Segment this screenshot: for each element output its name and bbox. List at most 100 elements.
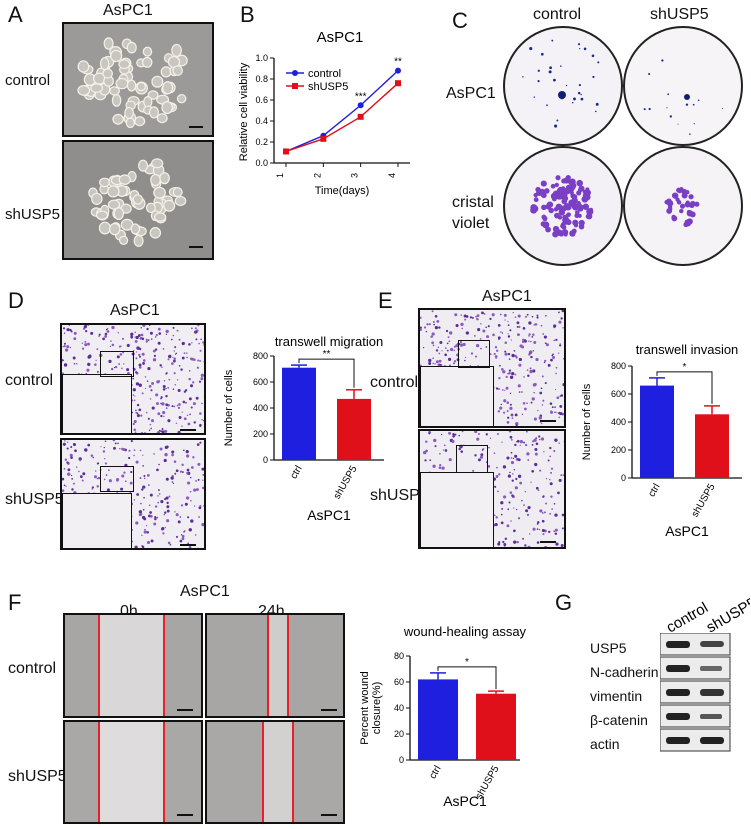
chart-b-point-shUSP5-1 (320, 135, 327, 142)
wound-f-control-24h (205, 613, 345, 718)
chartE-xtick-1: shUSP5 (690, 482, 718, 520)
panel-f-row-shusp5: shUSP5 (8, 768, 67, 785)
chartD-ytick-0: 0 (263, 455, 268, 465)
chartD-ytick-4: 800 (253, 351, 268, 361)
panel-c-row-cristal: cristal (452, 194, 494, 211)
blot-usp5 (660, 633, 731, 656)
chart-b-title: AsPC1 (317, 29, 364, 46)
chartD-ylabel: Number of cells (223, 369, 235, 446)
chartF-xtick-0: ctrl (427, 764, 443, 781)
panel-label-e: E (378, 288, 393, 313)
panel-label-d: D (8, 288, 24, 313)
wound-f-shusp5-24h (205, 720, 345, 824)
chartF-title: wound-healing assay (403, 624, 527, 639)
chartE-significance: * (683, 362, 687, 373)
chart-b-series-control (285, 70, 399, 153)
chart-b-point-shUSP5-0 (283, 148, 289, 155)
chart-b-ytick-4: 0.8 (255, 74, 268, 84)
western-label-bcatenin: β-catenin (590, 712, 648, 728)
chartD-xtick-0: ctrl (288, 464, 304, 481)
chartE-bar-ctrl (640, 385, 674, 478)
chartF-ytick-1: 20 (394, 729, 404, 739)
transwell-d-control-inset (62, 374, 132, 433)
transwell-e-control (418, 308, 566, 428)
chart-b-ytick-3: 0.6 (255, 95, 268, 105)
western-col-labels: control shUSP5 (664, 594, 751, 635)
chartF-bar-ctrl (418, 679, 458, 760)
chartF-bar-shUSP5 (476, 693, 516, 760)
panel-d-row-control: control (5, 372, 54, 389)
panel-a-title: AsPC1 (103, 2, 153, 19)
panel-label-f: F (8, 590, 22, 615)
transwell-d-shusp5-inset (62, 493, 132, 548)
panel-a-row-shusp5: shUSP5 (5, 206, 61, 223)
panel-label-g: G (555, 590, 573, 615)
chart-b-point-control-2 (357, 102, 364, 109)
panel-d-row-shusp5: shUSP5 (5, 491, 64, 508)
chartE-ytick-0: 0 (621, 473, 626, 483)
chartD-significance: ** (323, 349, 331, 360)
chartF-ytick-0: 0 (399, 755, 404, 765)
chart-b-point-shUSP5-3 (395, 80, 401, 87)
transwell-e-shusp5 (418, 429, 566, 549)
transwell-d-control (60, 323, 206, 435)
transwell-e-control-inset (420, 366, 494, 426)
panel-label-b: B (240, 2, 255, 27)
wound-f-control-0h (63, 613, 203, 718)
western-blot (660, 633, 731, 752)
panel-c-row-violet: violet (452, 215, 490, 232)
chart-b-ytick-5: 1.0 (255, 53, 268, 63)
chart-b-point-shUSP5-2 (357, 113, 364, 120)
chartD-xlabel: AsPC1 (307, 507, 351, 523)
chart-d-transwell-migration: transwell migration 0 200 400 600 800 ctrl shUS… (223, 334, 384, 523)
chart-b-ylabel: Relative cell viability (238, 62, 250, 161)
chart-b-xtick-2: 3 (350, 173, 360, 178)
chartE-ytick-1: 200 (611, 445, 626, 455)
panel-label-a: A (8, 2, 23, 27)
panel-f-row-control: control (8, 660, 57, 677)
western-col-control: control (664, 599, 711, 635)
blot-actin (660, 728, 731, 752)
chartE-ytick-3: 600 (611, 389, 626, 399)
panel-label-c: C (452, 8, 468, 33)
chart-e-transwell-invasion: transwell invasion 0 200 400 600 800 ctrl shUSP… (581, 342, 742, 536)
chartF-ytick-3: 60 (394, 677, 404, 687)
chartD-bar-shUSP5 (337, 398, 371, 460)
chartF-ytick-4: 80 (394, 651, 404, 661)
panel-e-row-shusp5: shUSP5 (370, 487, 429, 504)
western-col-shusp5: shUSP5 (704, 594, 751, 635)
chartE-bar-shUSP5 (695, 414, 729, 478)
panel-f-title: AsPC1 (180, 583, 230, 600)
chartD-ytick-1: 200 (253, 429, 268, 439)
chart-b-point-control-3 (395, 67, 401, 74)
blot-vimentin (660, 680, 731, 704)
chartD-bar-ctrl (282, 367, 316, 460)
transwell-d-shusp5 (60, 438, 206, 550)
western-label-ncadherin: N-cadherin (590, 664, 659, 680)
chartE-ytick-2: 400 (611, 417, 626, 427)
chart-b-ytick-1: 0.2 (255, 137, 268, 147)
chartF-ytick-2: 40 (394, 703, 404, 713)
chartE-title: transwell invasion (636, 342, 739, 357)
western-label-usp5: USP5 (590, 640, 627, 656)
chartF-significance: * (465, 657, 469, 668)
chart-b-legend-control: control (308, 68, 341, 80)
chart-b-ytick-0: 0.0 (255, 158, 268, 168)
chart-b-annotation-0: *** (355, 91, 367, 102)
chart-b-xtick-1: 2 (312, 173, 322, 178)
chartD-ytick-3: 600 (253, 377, 268, 387)
chartE-ytick-4: 800 (611, 361, 626, 371)
chartD-title: transwell migration (275, 334, 383, 349)
chart-b-cell-viability: AsPC1 0.00.20.40.60.81.01 2 3 4 ***** contr… (238, 29, 410, 197)
chart-b-legend-shusp5: shUSP5 (308, 81, 348, 93)
colony-plates (503, 26, 743, 266)
panel-c-col-control: control (533, 6, 582, 23)
panel-d-title: AsPC1 (110, 302, 160, 319)
micrograph-a-shusp5 (62, 140, 214, 260)
panel-c-col-shusp5: shUSP5 (650, 6, 709, 23)
panel-a-row-control: control (5, 72, 51, 89)
chartF-xlabel: AsPC1 (443, 793, 487, 809)
blot-bcatenin (660, 704, 731, 728)
western-label-vimentin: vimentin (590, 688, 643, 704)
